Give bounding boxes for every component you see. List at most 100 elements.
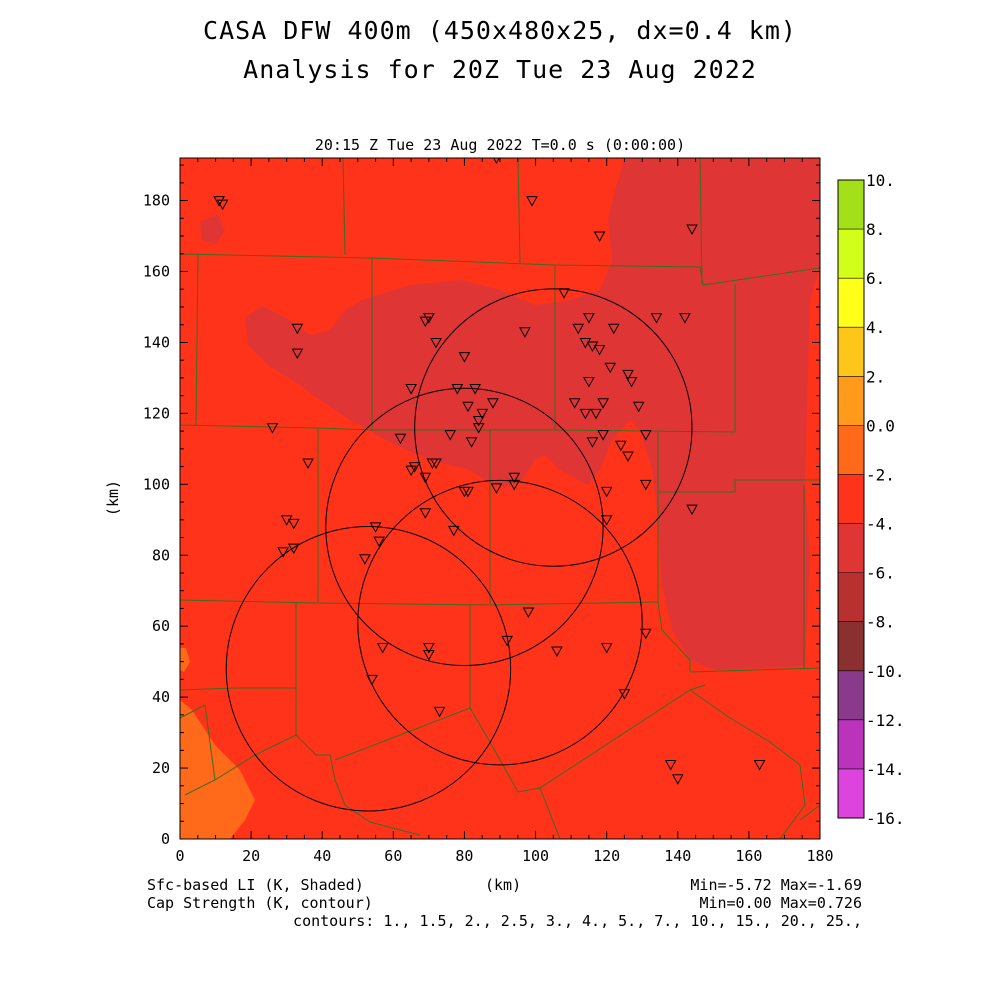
station-marker	[639, 479, 652, 491]
footer-contour-levels: contours: 1., 1.5, 2., 2.5, 3., 4., 5., …	[293, 912, 862, 930]
radar-circle-1	[325, 387, 604, 667]
station-marker	[287, 518, 300, 530]
station-marker	[469, 384, 481, 395]
station-marker	[597, 398, 609, 409]
station-marker	[593, 231, 606, 243]
colorbar-tick-label: 8.	[866, 220, 885, 239]
station-marker	[650, 313, 663, 324]
station-marker	[419, 508, 432, 519]
station-marker	[600, 515, 613, 526]
station-marker	[216, 199, 229, 211]
station-marker	[501, 635, 513, 647]
y-tick-label: 120	[143, 404, 170, 422]
colorbar: 10. 8. 6. 4. 2. 0.0 -2. -4. -6. -8. -10. -12. -14. -1…	[837, 171, 905, 828]
colorbar-swatch	[838, 670, 864, 720]
colorbar-tick-label: -12.	[866, 711, 905, 730]
colorbar-tick-label: -2.	[866, 465, 895, 484]
x-axis: 0 20 40 60 80 100 120 140 160 180	[175, 158, 834, 865]
station-marker	[487, 398, 499, 409]
station-marker	[405, 465, 417, 477]
station-marker	[287, 543, 300, 555]
station-marker	[472, 423, 485, 434]
colorbar-tick-label: -8.	[866, 613, 895, 632]
county-boundaries	[180, 158, 820, 839]
station-marker	[423, 650, 435, 661]
station-marker	[679, 313, 691, 324]
colorbar-tick-label: -16.	[866, 809, 905, 828]
li-darker-region	[245, 158, 820, 670]
station-marker	[572, 323, 585, 335]
y-axis-label: (km)	[104, 480, 122, 516]
station-marker	[462, 401, 474, 413]
station-marker	[430, 458, 442, 470]
colorbar-swatch	[838, 523, 864, 573]
colorbar-swatch	[838, 229, 864, 279]
station-marker	[583, 313, 595, 324]
colorbar-swatch	[838, 278, 864, 328]
valid-time-label: 20:15 Z Tue 23 Aug 2022 T=0.0 s (0:00:00…	[314, 136, 686, 154]
station-marker	[369, 522, 382, 533]
y-axis: 0 20 40 60 80 100 120 140 160 180	[143, 164, 820, 848]
station-marker	[632, 401, 645, 413]
y-tick-label: 80	[152, 546, 170, 564]
station-marker	[508, 479, 521, 491]
station-marker	[359, 554, 371, 565]
station-marker	[373, 536, 385, 548]
y-tick-label: 0	[161, 830, 170, 848]
station-marker	[394, 433, 407, 445]
station-marker	[519, 327, 531, 338]
colorbar-tick-label: 10.	[866, 171, 895, 190]
y-tick-label: 20	[152, 759, 170, 777]
station-marker	[451, 384, 464, 395]
plot-area	[180, 158, 820, 839]
station-marker	[600, 642, 613, 654]
station-marker	[590, 408, 602, 420]
station-marker	[597, 430, 609, 441]
station-marker	[618, 689, 631, 700]
radar-circle-3	[225, 526, 512, 812]
station-marker	[408, 462, 421, 473]
y-tick-label: 180	[143, 192, 170, 210]
colorbar-tick-label: 2.	[866, 367, 885, 386]
station-marker	[291, 323, 304, 335]
station-marker	[508, 472, 521, 484]
station-marker	[277, 547, 289, 558]
y-tick-label: 60	[152, 617, 170, 635]
x-tick-label: 60	[384, 847, 402, 865]
x-tick-label: 20	[242, 847, 260, 865]
station-marker	[444, 430, 457, 441]
colorbar-swatch	[838, 719, 864, 769]
station-marker	[266, 423, 279, 434]
footer-contour-label: Cap Strength (K, contour)	[147, 894, 373, 912]
station-marker	[419, 316, 432, 328]
y-tick-label: 140	[143, 333, 170, 351]
station-marker	[753, 760, 766, 771]
x-tick-label: 180	[806, 847, 833, 865]
radar-circle-2	[357, 479, 643, 766]
footer-shaded-minmax: Min=-5.72 Max=-1.69	[690, 876, 862, 894]
station-marker	[664, 760, 677, 771]
station-marker	[551, 646, 563, 658]
station-marker	[686, 224, 698, 235]
station-marker	[462, 486, 474, 498]
station-marker	[447, 525, 460, 537]
footer-shaded-label: Sfc-based LI (K, Shaded)	[147, 876, 364, 894]
station-marker	[423, 642, 435, 654]
station-marker	[593, 345, 606, 356]
colorbar-tick-label: -14.	[866, 760, 905, 779]
x-tick-label: 120	[593, 847, 620, 865]
station-marker	[526, 196, 538, 207]
station-marker	[376, 642, 389, 654]
colorbar-tick-label: 0.0	[866, 416, 895, 435]
colorbar-swatch	[838, 180, 864, 230]
y-tick-label: 100	[143, 475, 170, 493]
colorbar-tick-label: 4.	[866, 318, 885, 337]
colorbar-swatch	[838, 376, 864, 426]
x-tick-label: 80	[455, 847, 473, 865]
station-marker	[639, 430, 652, 441]
station-marker	[490, 483, 503, 494]
station-marker	[615, 440, 627, 452]
station-marker	[586, 437, 599, 448]
station-marker	[625, 376, 638, 388]
station-marker	[622, 369, 634, 381]
